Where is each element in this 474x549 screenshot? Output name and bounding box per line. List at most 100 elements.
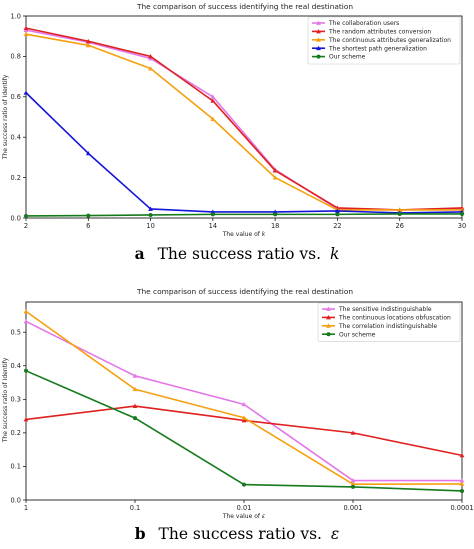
chart-b-x-axis-label: The value of ε bbox=[222, 513, 266, 520]
data-point bbox=[85, 42, 91, 48]
legend-marker bbox=[316, 20, 321, 25]
data-point bbox=[85, 38, 91, 44]
data-point bbox=[272, 175, 278, 180]
series-the-continuous-locations-obfuscation bbox=[23, 403, 465, 458]
y-tick-label: 0.4 bbox=[11, 362, 22, 370]
legend-item: The shortest path generalization bbox=[312, 45, 427, 52]
data-point bbox=[241, 418, 247, 423]
x-tick-label: 0.0001 bbox=[450, 504, 473, 512]
data-point bbox=[148, 212, 153, 217]
legend-marker bbox=[316, 29, 321, 34]
data-point bbox=[272, 168, 278, 173]
legend-label: Our scheme bbox=[329, 54, 366, 61]
legend-item: The collaboration users bbox=[312, 20, 399, 27]
legend-label: The shortest path generalization bbox=[328, 45, 427, 52]
data-point bbox=[132, 403, 138, 408]
series-line bbox=[25, 33, 462, 211]
caption-a-letter: a bbox=[135, 244, 145, 263]
caption-b-text: The success ratio vs. bbox=[159, 525, 322, 543]
data-point bbox=[85, 150, 91, 156]
data-point bbox=[132, 386, 138, 392]
legend-marker bbox=[316, 45, 321, 51]
series-line bbox=[25, 92, 463, 214]
x-tick-label: 14 bbox=[209, 222, 217, 230]
y-tick-label: 0.0 bbox=[11, 214, 22, 222]
legend-item: Our scheme bbox=[312, 54, 366, 61]
legend-marker bbox=[326, 306, 331, 311]
legend-marker bbox=[326, 315, 331, 320]
x-tick-label: 10 bbox=[146, 222, 154, 230]
legend-label: The sensitive indistinguishable bbox=[338, 306, 432, 313]
legend-item: The sensitive indistinguishable bbox=[322, 306, 432, 313]
x-tick-label: 0.01 bbox=[237, 504, 252, 512]
chart-b-y-ticks: 0.0 0.1 0.2 0.3 0.4 0.5 bbox=[11, 329, 26, 504]
data-point bbox=[132, 373, 138, 378]
y-tick-label: 0.5 bbox=[11, 329, 22, 337]
data-point bbox=[148, 54, 153, 59]
data-point bbox=[86, 213, 91, 218]
legend-marker bbox=[316, 37, 321, 42]
data-point bbox=[23, 31, 29, 37]
data-point bbox=[133, 416, 137, 421]
data-point bbox=[459, 478, 465, 483]
chart-b: The comparison of success identifying th… bbox=[2, 287, 474, 520]
chart-a-title: The comparison of success identifying th… bbox=[136, 2, 353, 11]
legend-box bbox=[307, 16, 461, 65]
chart-b-title: The comparison of success identifying th… bbox=[136, 287, 353, 296]
data-point bbox=[210, 98, 216, 103]
data-point bbox=[273, 212, 278, 217]
chart-b-legend: The sensitive indistinguishable The conti… bbox=[317, 302, 461, 342]
y-tick-label: 0.1 bbox=[11, 463, 22, 471]
data-point bbox=[335, 208, 340, 213]
caption-b: b The success ratio vs. ε bbox=[135, 524, 340, 543]
data-point bbox=[210, 94, 216, 99]
legend-item: The continuous locations obfuscation bbox=[322, 315, 451, 322]
data-point bbox=[23, 308, 29, 314]
x-tick-label: 2 bbox=[24, 222, 28, 230]
caption-b-letter: b bbox=[135, 524, 146, 543]
data-point bbox=[397, 211, 402, 216]
series-the-correlation-indistinguishable bbox=[23, 308, 465, 487]
caption-a: a The success ratio vs. k bbox=[135, 244, 340, 263]
data-point bbox=[241, 415, 247, 420]
data-point bbox=[148, 66, 153, 71]
data-point bbox=[335, 212, 340, 217]
legend-item: Our scheme bbox=[322, 331, 376, 338]
y-tick-label: 0.2 bbox=[11, 174, 22, 182]
data-point bbox=[24, 368, 28, 373]
chart-a-series bbox=[23, 25, 465, 218]
legend-label: The correlation indistinguishable bbox=[338, 323, 437, 330]
x-tick-label: 30 bbox=[458, 222, 466, 230]
y-tick-label: 0.6 bbox=[11, 93, 22, 101]
data-point bbox=[242, 482, 246, 487]
caption-a-text: The success ratio vs. bbox=[158, 245, 321, 263]
y-tick-label: 0.2 bbox=[11, 429, 22, 437]
data-point bbox=[350, 478, 356, 483]
x-tick-label: 26 bbox=[396, 222, 404, 230]
chart-a-y-ticks: 0.0 0.2 0.4 0.6 0.8 1.0 bbox=[11, 12, 26, 222]
y-tick-label: 0.0 bbox=[11, 496, 22, 504]
y-tick-label: 1.0 bbox=[11, 12, 22, 20]
series-line bbox=[25, 213, 462, 217]
legend-box bbox=[317, 302, 461, 342]
data-point bbox=[459, 452, 465, 458]
y-tick-label: 0.3 bbox=[11, 396, 22, 404]
caption-b-symbol: ε bbox=[331, 525, 339, 543]
x-tick-label: 1 bbox=[24, 504, 28, 512]
series-our-scheme bbox=[24, 368, 464, 493]
data-point bbox=[23, 319, 29, 324]
legend-label: The continuous locations obfuscation bbox=[338, 315, 451, 322]
chart-a-x-ticks: 2 6 10 14 18 22 26 30 bbox=[24, 218, 466, 230]
legend-item: The correlation indistinguishable bbox=[322, 323, 437, 330]
legend-item: The random attributes conversion bbox=[312, 29, 431, 36]
data-point bbox=[210, 212, 215, 217]
data-point bbox=[351, 484, 355, 489]
chart-b-y-axis-label: The success ratio of Identify bbox=[2, 357, 9, 443]
data-point bbox=[397, 207, 403, 212]
caption-a-symbol: k bbox=[330, 245, 339, 263]
series-the-shortest-path-generalization bbox=[23, 90, 465, 215]
data-point bbox=[24, 213, 28, 218]
data-point bbox=[23, 90, 29, 95]
data-point bbox=[210, 116, 216, 121]
